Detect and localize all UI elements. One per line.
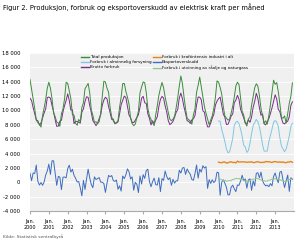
Legend: Total produksjon, Forbruk i alminnelig forsyning, Brutto forbruk, Forbruk i kraf: Total produksjon, Forbruk i alminnelig f… xyxy=(80,53,250,72)
Text: Figur 2. Produksjon, forbruk og eksportoverskudd av elektrisk kraft per måned: Figur 2. Produksjon, forbruk og eksporto… xyxy=(3,4,265,11)
Text: Kilde: Statistisk sentralbyrå: Kilde: Statistisk sentralbyrå xyxy=(3,234,63,239)
